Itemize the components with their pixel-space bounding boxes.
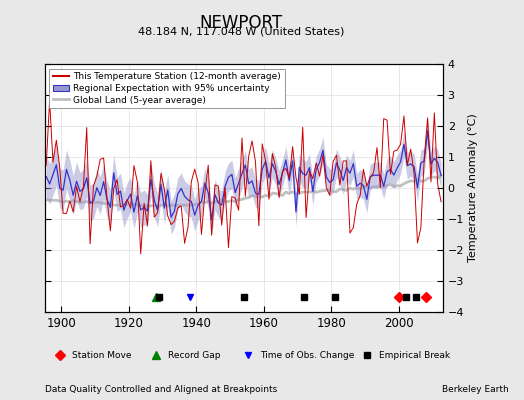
Text: Record Gap: Record Gap bbox=[168, 350, 221, 360]
Text: Berkeley Earth: Berkeley Earth bbox=[442, 385, 508, 394]
Y-axis label: Temperature Anomaly (°C): Temperature Anomaly (°C) bbox=[468, 114, 478, 262]
Text: Empirical Break: Empirical Break bbox=[379, 350, 450, 360]
Text: Station Move: Station Move bbox=[72, 350, 132, 360]
Text: 48.184 N, 117.048 W (United States): 48.184 N, 117.048 W (United States) bbox=[138, 26, 344, 36]
Legend: This Temperature Station (12-month average), Regional Expectation with 95% uncer: This Temperature Station (12-month avera… bbox=[49, 68, 285, 108]
Text: Time of Obs. Change: Time of Obs. Change bbox=[259, 350, 354, 360]
Text: NEWPORT: NEWPORT bbox=[200, 14, 282, 32]
Text: Data Quality Controlled and Aligned at Breakpoints: Data Quality Controlled and Aligned at B… bbox=[45, 385, 277, 394]
